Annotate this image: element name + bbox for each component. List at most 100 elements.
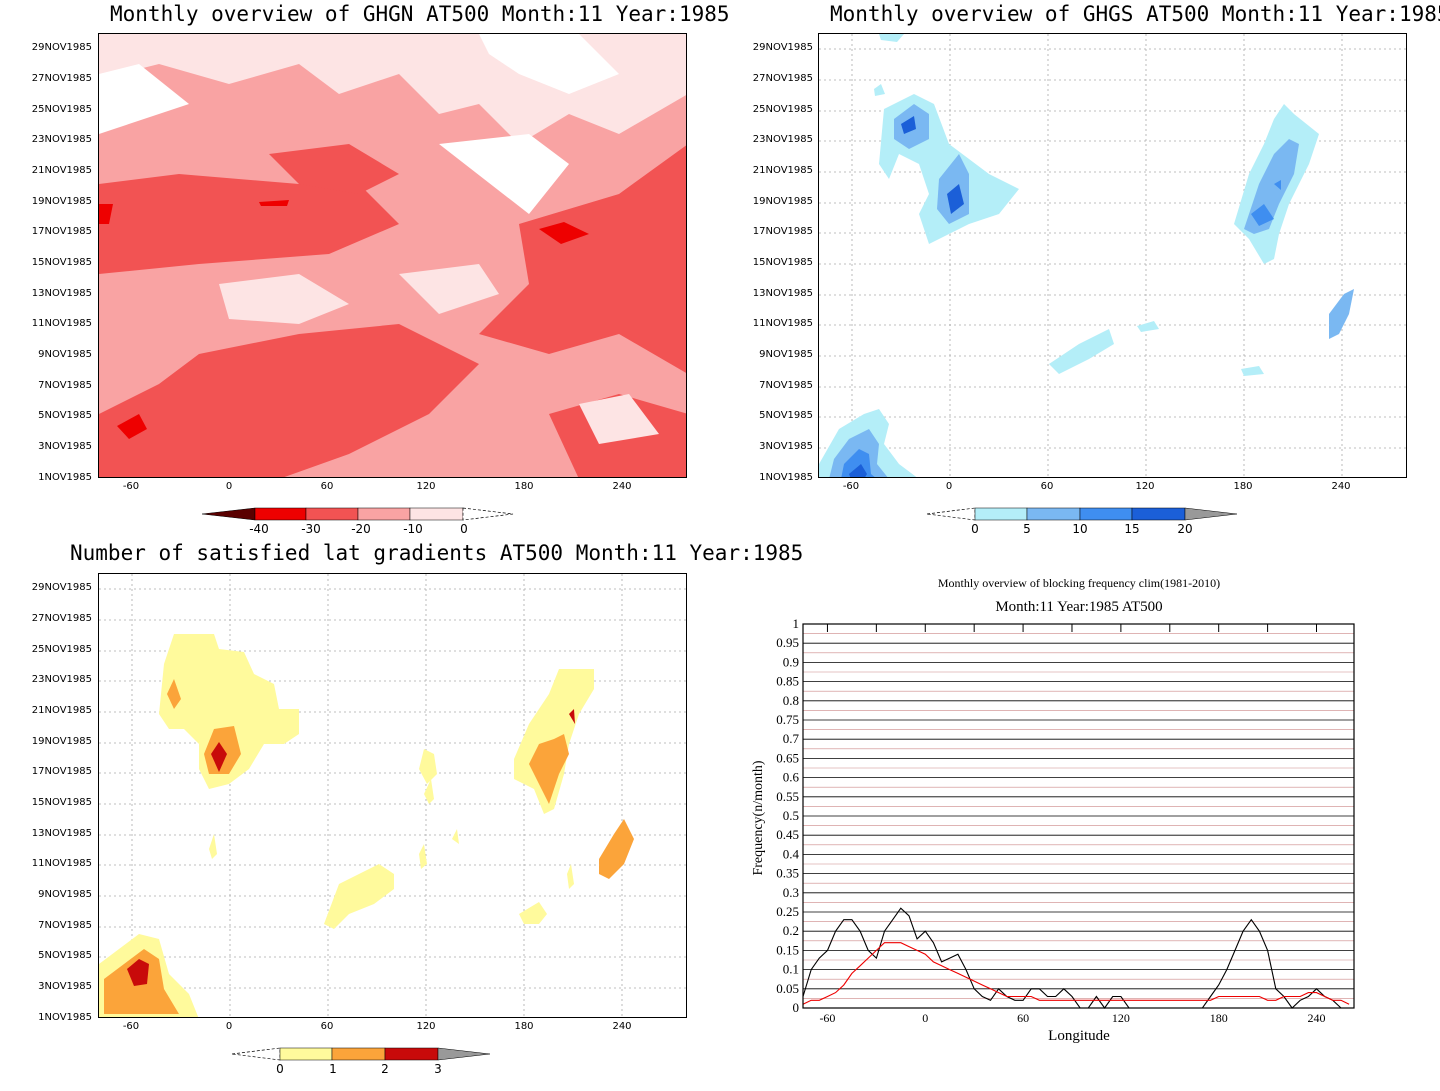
ghgn-cb-label: -30 — [301, 522, 321, 536]
ghgn-ytick: 3NOV1985 — [38, 441, 92, 452]
ghgs-ytick: 15NOV1985 — [752, 257, 813, 268]
grad-ytick: 3NOV1985 — [38, 981, 92, 992]
ghgn-cb-label: 0 — [460, 522, 468, 536]
grad-xtick: -60 — [122, 1021, 140, 1032]
ghgs-xtick: 120 — [1135, 481, 1155, 492]
freq-xtick: -60 — [819, 1011, 835, 1025]
ghgn-ytick: 29NOV1985 — [31, 42, 92, 53]
ghgn-title: Monthly overview of GHGN AT500 Month:11 … — [110, 2, 730, 26]
ghgn-xtick: 60 — [320, 481, 334, 492]
freq-plot-frame — [802, 623, 1355, 1009]
ghgn-ytick: 23NOV1985 — [31, 134, 92, 145]
freq-ytick: 0.75 — [776, 712, 799, 727]
freq-ytick: 1 — [793, 616, 800, 631]
ghgn-xtick: 120 — [416, 481, 436, 492]
ghgs-cb-label: 15 — [1124, 522, 1140, 536]
ghgs-cb-label: 10 — [1072, 522, 1088, 536]
grad-xtick: 240 — [612, 1021, 632, 1032]
grad-ytick: 17NOV1985 — [31, 766, 92, 777]
grad-xtick: 0 — [225, 1021, 233, 1032]
ghgn-ytick: 7NOV1985 — [38, 380, 92, 391]
grad-ytick: 25NOV1985 — [31, 644, 92, 655]
freq-ytick: 0 — [793, 1000, 800, 1015]
grad-contour-svg — [99, 574, 686, 1017]
ghgn-cb-label: -10 — [403, 522, 423, 536]
freq-subtitle: Month:11 Year:1985 AT500 — [995, 599, 1162, 615]
ghgs-ytick: 17NOV1985 — [752, 226, 813, 237]
freq-xtick: 0 — [922, 1011, 928, 1025]
freq-ytick: 0.6 — [783, 770, 800, 785]
ghgn-ytick: 21NOV1985 — [31, 165, 92, 176]
ghgs-cb-label: 0 — [971, 522, 979, 536]
freq-title: Monthly overview of blocking frequency c… — [938, 576, 1220, 590]
grad-xtick: 180 — [514, 1021, 534, 1032]
grad-cb-label: 1 — [329, 1062, 337, 1076]
ghgs-ytick: 1NOV1985 — [759, 472, 813, 483]
freq-ytick: 0.65 — [776, 750, 799, 765]
grad-ytick: 23NOV1985 — [31, 674, 92, 685]
ghgs-xtick: 180 — [1233, 481, 1253, 492]
grad-ytick: 11NOV1985 — [31, 858, 92, 869]
freq-ylabel: Frequency(n/month) — [751, 760, 766, 875]
ghgs-ytick: 29NOV1985 — [752, 42, 813, 53]
grad-ytick: 9NOV1985 — [38, 889, 92, 900]
ghgs-xtick: -60 — [842, 481, 860, 492]
freq-xtick: 120 — [1112, 1011, 1130, 1025]
grad-cb-label: 3 — [434, 1062, 442, 1076]
freq-ytick: 0.9 — [783, 654, 799, 669]
ghgn-ytick: 27NOV1985 — [31, 73, 92, 84]
ghgs-colorbar — [926, 507, 1238, 521]
freq-ytick: 0.3 — [783, 885, 799, 900]
ghgs-ytick: 19NOV1985 — [752, 196, 813, 207]
grad-ytick: 7NOV1985 — [38, 920, 92, 931]
freq-ytick: 0.45 — [776, 827, 799, 842]
freq-ytick: 0.15 — [776, 942, 799, 957]
ghgs-ytick: 7NOV1985 — [759, 380, 813, 391]
ghgn-xtick: 0 — [225, 481, 233, 492]
ghgn-colorbar — [201, 507, 514, 521]
grad-xtick: 120 — [416, 1021, 436, 1032]
ghgs-ytick: 11NOV1985 — [752, 318, 813, 329]
ghgn-contour-svg — [99, 34, 686, 477]
ghgn-plot-area — [98, 33, 687, 478]
grad-ytick: 15NOV1985 — [31, 797, 92, 808]
freq-ytick: 0.25 — [776, 904, 799, 919]
grad-plot-area — [98, 573, 687, 1018]
ghgs-cb-label: 5 — [1023, 522, 1031, 536]
freq-grid — [803, 623, 1354, 1009]
freq-ytick: 0.55 — [776, 789, 799, 804]
ghgs-ytick: 23NOV1985 — [752, 134, 813, 145]
ghgn-ytick: 25NOV1985 — [31, 104, 92, 115]
ghgs-ytick: 9NOV1985 — [759, 349, 813, 360]
freq-xtick: 180 — [1210, 1011, 1228, 1025]
grad-ytick: 21NOV1985 — [31, 705, 92, 716]
grad-ytick: 19NOV1985 — [31, 736, 92, 747]
ghgs-xtick: 240 — [1331, 481, 1351, 492]
ghgn-xtick: 180 — [514, 481, 534, 492]
freq-chart-svg: Monthly overview of blocking frequency c… — [751, 576, 1355, 1044]
ghgn-ytick: 17NOV1985 — [31, 226, 92, 237]
freq-series-line-0 — [802, 907, 1350, 1009]
ghgn-ytick: 19NOV1985 — [31, 196, 92, 207]
ghgn-xtick: -60 — [122, 481, 140, 492]
freq-xtick: 240 — [1308, 1011, 1326, 1025]
grad-colorbar — [231, 1047, 491, 1061]
freq-ytick: 0.05 — [776, 981, 799, 996]
ghgs-xtick: 60 — [1040, 481, 1054, 492]
ghgs-ytick: 13NOV1985 — [752, 288, 813, 299]
freq-xtick: 60 — [1017, 1011, 1029, 1025]
freq-ytick: 0.1 — [783, 962, 799, 977]
grad-cb-label: 0 — [276, 1062, 284, 1076]
freq-xlabel: Longitude — [1048, 1028, 1110, 1044]
ghgs-cb-label: 20 — [1177, 522, 1193, 536]
ghgs-plot-area — [818, 33, 1407, 478]
freq-ytick: 0.95 — [776, 635, 799, 650]
grad-ytick: 1NOV1985 — [38, 1012, 92, 1023]
ghgs-ytick: 27NOV1985 — [752, 73, 813, 84]
freq-ytick: 0.2 — [783, 923, 799, 938]
freq-ytick: 0.85 — [776, 674, 799, 689]
grad-ytick: 29NOV1985 — [31, 582, 92, 593]
freq-ytick: 0.7 — [783, 731, 800, 746]
ghgn-ytick: 5NOV1985 — [38, 410, 92, 421]
ghgn-ytick: 1NOV1985 — [38, 472, 92, 483]
